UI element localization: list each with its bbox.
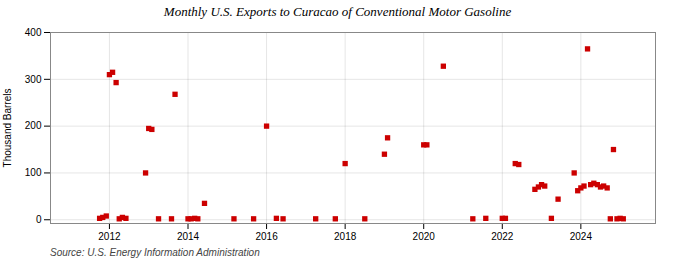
svg-text:400: 400: [25, 27, 42, 38]
svg-text:2022: 2022: [491, 231, 514, 242]
svg-text:2012: 2012: [98, 231, 121, 242]
svg-text:100: 100: [25, 167, 42, 178]
svg-text:2018: 2018: [334, 231, 357, 242]
html-text:Source: U.S. Energy Informatio: Source: U.S. Energy Information Administ…: [50, 247, 260, 258]
svg-text:200: 200: [25, 120, 42, 131]
svg-text:2024: 2024: [570, 231, 593, 242]
svg-text:2014: 2014: [177, 231, 200, 242]
svg-text:2020: 2020: [413, 231, 436, 242]
svg-text:300: 300: [25, 74, 42, 85]
svg-text:Thousand Barrels: Thousand Barrels: [2, 89, 13, 168]
html-text:Monthly U.S. Exports to Curaca: Monthly U.S. Exports to Curacao of Conve…: [163, 4, 512, 19]
svg-text:2016: 2016: [255, 231, 278, 242]
svg-text:0: 0: [36, 214, 42, 225]
